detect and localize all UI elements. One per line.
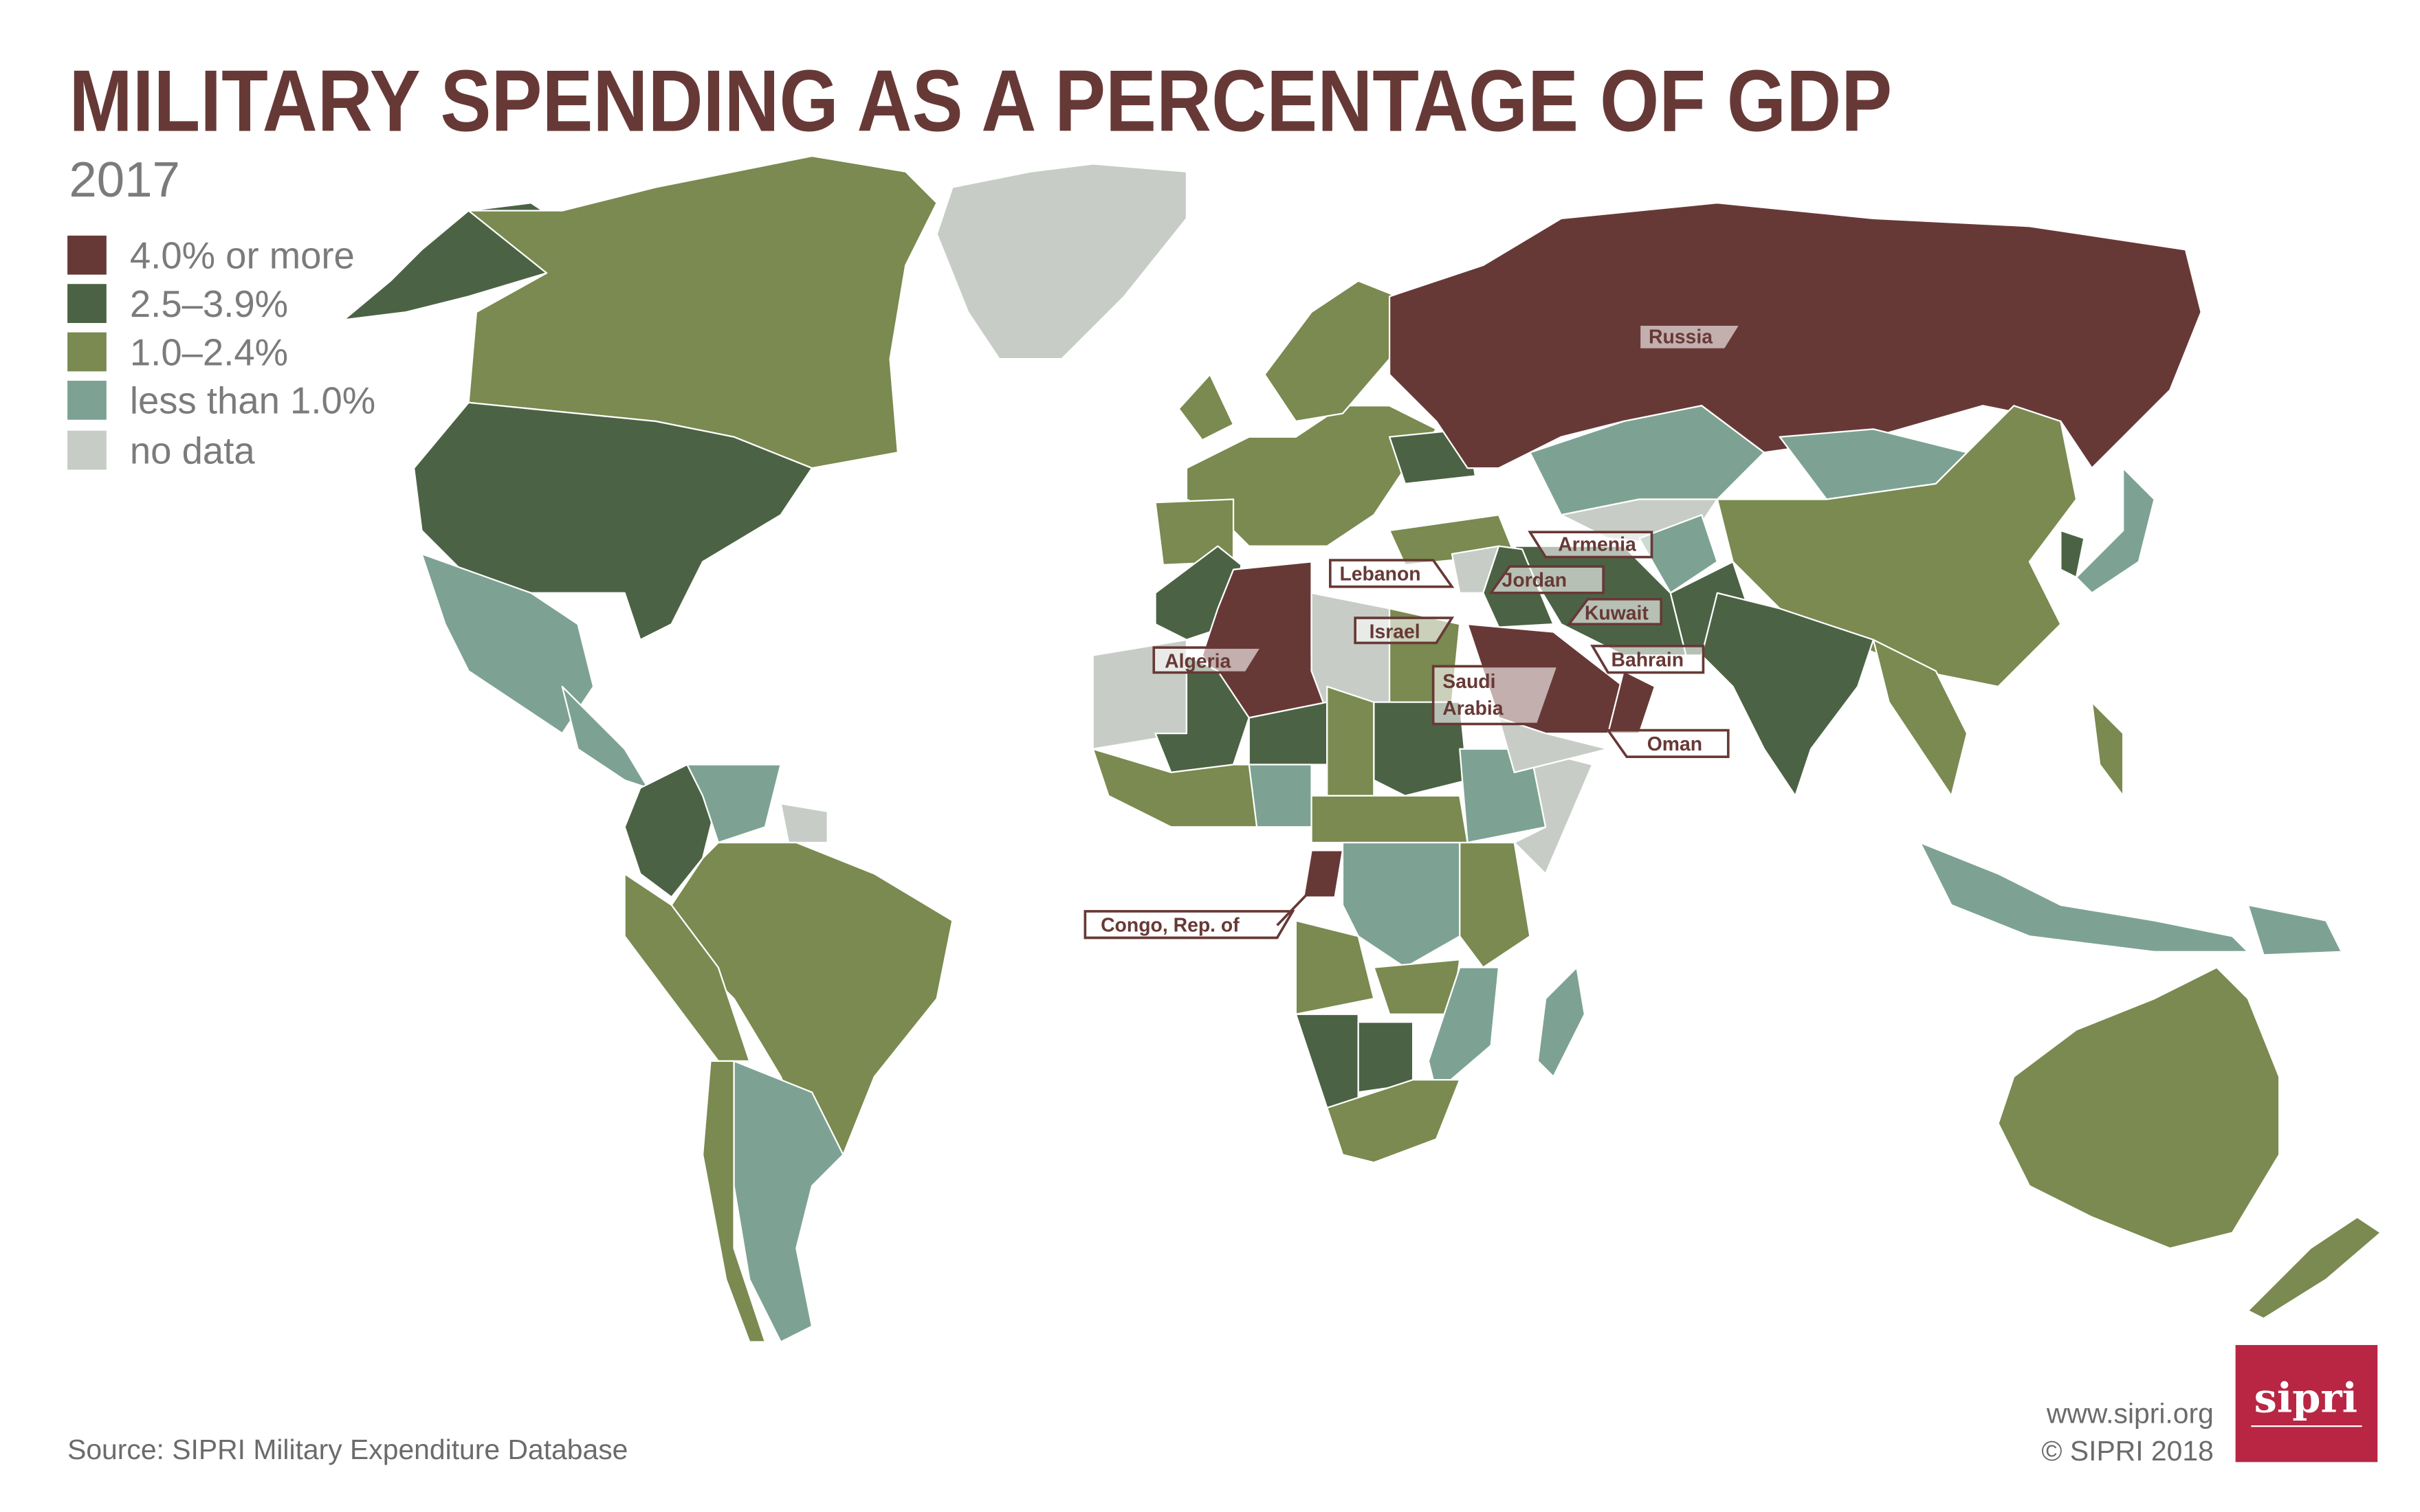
legend-swatch-less-1	[67, 380, 107, 420]
label-algeria: Algeria	[1165, 651, 1231, 673]
year-subtitle: 2017	[69, 152, 180, 208]
label-kuwait: Kuwait	[1585, 602, 1649, 624]
legend-label: 2.5–3.9%	[130, 283, 288, 325]
country-guianas	[780, 803, 828, 844]
label-armenia: Armenia	[1558, 533, 1636, 555]
country-central-america	[561, 685, 649, 789]
website-link[interactable]: www.sipri.org	[2046, 1398, 2214, 1430]
label-russia: Russia	[1649, 326, 1713, 348]
country-russia	[1388, 202, 2202, 469]
country-mozambique	[1427, 966, 1500, 1093]
country-greenland	[936, 163, 1188, 360]
legend-label: no data	[130, 430, 255, 471]
country-chile	[701, 1060, 767, 1343]
sipri-logo: sipri	[2235, 1345, 2378, 1463]
country-philippines	[2091, 701, 2124, 797]
country-india	[1701, 592, 1875, 797]
label-saudi-arabia-line1: Saudi	[1442, 671, 1495, 693]
label-lebanon: Lebanon	[1339, 564, 1420, 586]
country-afghanistan	[1638, 514, 1719, 594]
region-east-africa	[1459, 841, 1531, 968]
country-yemen	[1497, 717, 1609, 773]
country-usa	[412, 401, 813, 641]
country-australia	[1997, 966, 2280, 1249]
region-europe	[1185, 405, 1438, 547]
country-indonesia	[1919, 841, 2249, 953]
legend-label: less than 1.0%	[130, 380, 375, 422]
copyright-text: © SIPRI 2018	[2041, 1435, 2213, 1467]
callout-labels: Russia Armenia Lebanon Jordan Kuwait Isr…	[1084, 323, 1744, 940]
country-congo-rep	[1303, 849, 1344, 898]
world-map	[342, 155, 2382, 1343]
country-chad	[1326, 685, 1375, 797]
country-namibia	[1295, 1013, 1359, 1109]
legend-label: 1.0–2.4%	[130, 331, 288, 373]
country-uk	[1178, 373, 1235, 441]
page-title: MILITARY SPENDING AS A PERCENTAGE OF GDP	[69, 52, 1892, 150]
country-south-korea	[2060, 529, 2085, 579]
legend-swatch-2-5	[67, 284, 107, 323]
region-scandinavia	[1264, 280, 1398, 423]
sipri-logo-text: sipri	[2254, 1375, 2357, 1422]
label-oman: Oman	[1647, 733, 1702, 755]
legend-label: 4.0% or more	[130, 235, 355, 277]
country-new-zealand	[2247, 1216, 2382, 1320]
label-israel: Israel	[1370, 621, 1420, 643]
label-congo-rep: Congo, Rep. of	[1101, 914, 1240, 936]
region-central-africa	[1310, 794, 1468, 844]
legend-swatch-no-data	[67, 430, 107, 470]
country-png	[2247, 904, 2343, 956]
label-jordan: Jordan	[1502, 570, 1568, 592]
region-southeast-asia	[1872, 638, 1968, 797]
country-south-africa	[1326, 1078, 1461, 1164]
country-canada	[468, 155, 938, 469]
country-japan	[2075, 467, 2155, 594]
label-saudi-arabia-line2: Arabia	[1442, 698, 1503, 720]
country-nigeria	[1248, 764, 1312, 828]
legend-swatch-1-0	[67, 332, 107, 372]
legend-swatch-4plus	[67, 235, 107, 275]
country-madagascar	[1537, 966, 1586, 1078]
label-bahrain: Bahrain	[1611, 649, 1684, 671]
country-angola	[1295, 920, 1375, 1015]
legend: 4.0% or more 2.5–3.9% 1.0–2.4% less than…	[67, 235, 375, 471]
country-mexico	[421, 553, 595, 735]
country-somalia	[1513, 748, 1594, 875]
country-venezuela	[686, 764, 782, 844]
country-argentina	[733, 1060, 844, 1343]
source-note: Source: SIPRI Military Expenditure Datab…	[67, 1434, 628, 1465]
